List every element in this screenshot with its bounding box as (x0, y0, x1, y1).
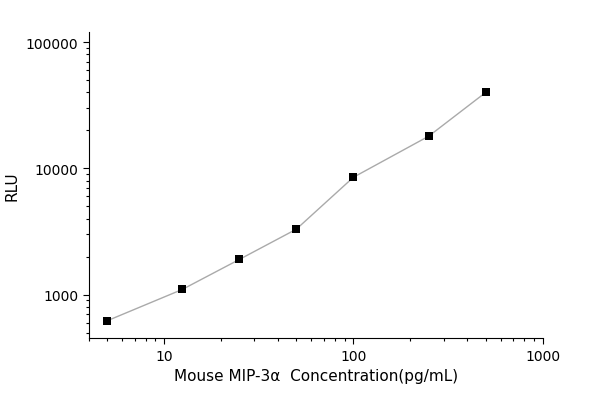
X-axis label: Mouse MIP-3α  Concentration(pg/mL): Mouse MIP-3α Concentration(pg/mL) (173, 368, 458, 384)
Y-axis label: RLU: RLU (5, 171, 20, 201)
